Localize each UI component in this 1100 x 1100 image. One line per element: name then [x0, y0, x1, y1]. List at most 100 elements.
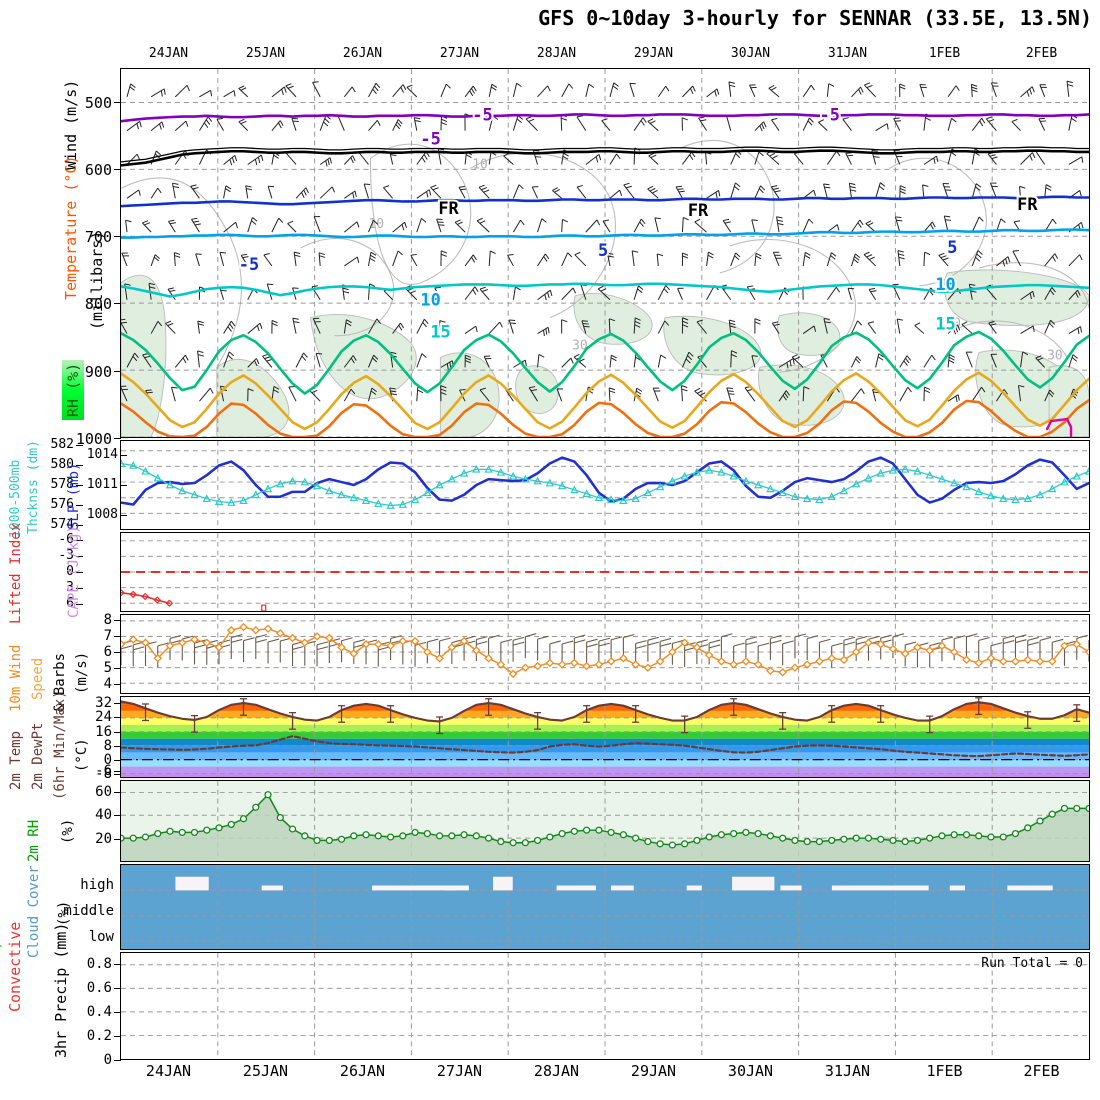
svg-text:15: 15: [935, 314, 955, 334]
upper-air-panel[interactable]: 10 10 30 30 30 -5 -5 -5 FR FR FR -5 5 5 10 10 15 15: [120, 68, 1090, 438]
axis-tick-label: 0.6: [86, 980, 112, 996]
cape-li-panel[interactable]: [120, 532, 1090, 612]
axis-tick-label: 700: [84, 228, 112, 247]
axis-title-precip-convective: Convective: [6, 921, 24, 1012]
axis-tick-label: 5: [103, 660, 112, 676]
axis-tick: [114, 1060, 121, 1061]
axis-tick-label: 0: [103, 1052, 112, 1068]
axis-tick: [114, 652, 121, 653]
axis-tick-label: 24: [95, 709, 112, 726]
axis-tick: [76, 556, 83, 557]
svg-text:30: 30: [1047, 348, 1063, 363]
axis-tick: [114, 236, 121, 238]
axis-tick-label: 32: [95, 695, 112, 712]
svg-text:5: 5: [947, 237, 957, 257]
axis-tick-label: 6: [103, 644, 112, 660]
axis-tick: [114, 438, 121, 439]
bottom-date-label: 1FEB: [926, 1062, 963, 1080]
bottom-date-label: 27JAN: [436, 1062, 483, 1080]
svg-text:30: 30: [572, 338, 588, 353]
axis-tick: [76, 588, 83, 589]
slp-thickness-panel[interactable]: [120, 440, 1090, 530]
axis-tick-label: 576: [50, 497, 74, 512]
axis-title-precip-total: Total / Rain: [0, 893, 4, 1002]
svg-text:10: 10: [472, 157, 488, 172]
wind-speed-panel[interactable]: [120, 614, 1090, 694]
axis-tick-label: 0: [103, 752, 112, 769]
axis-title-wind-speed: Speed: [30, 657, 46, 700]
axis-tick-label: 800: [84, 295, 112, 314]
bottom-date-label: 31JAN: [824, 1062, 871, 1080]
run-total-label: Run Total = 0: [981, 956, 1083, 971]
rh-panel[interactable]: [120, 780, 1090, 862]
svg-text:-5: -5: [420, 129, 440, 149]
axis-tick-label: 1000: [75, 430, 112, 448]
svg-text:5: 5: [598, 240, 608, 260]
axis-tick-label: -8: [95, 766, 112, 783]
axis-title-rh-units: (%): [60, 818, 76, 844]
bottom-date-label: 26JAN: [339, 1062, 386, 1080]
axis-tick-label: 3: [66, 580, 74, 595]
axis-tick: [76, 445, 83, 446]
axis-tick-label: 1011: [86, 477, 118, 492]
axis-tick: [114, 745, 121, 747]
axis-tick: [76, 485, 83, 486]
axis-tick-label: 0.4: [86, 1004, 112, 1020]
top-date-label: 31JAN: [827, 46, 868, 61]
axis-tick-label: 8: [103, 737, 112, 754]
axis-tick-label: 574: [50, 517, 74, 532]
axis-tick: [76, 540, 83, 541]
top-date-label: 25JAN: [245, 46, 286, 61]
axis-tick-label: 4: [103, 676, 112, 692]
axis-tick-label: 60: [95, 783, 112, 800]
axis-tick: [114, 815, 121, 817]
svg-text:10: 10: [368, 217, 384, 232]
axis-title-2m-temp: 2m Temp: [8, 730, 24, 790]
axis-tick: [114, 770, 121, 772]
axis-title-temperature: Temperature (°C): [62, 155, 80, 301]
axis-tick-label: 500: [84, 93, 112, 112]
axis-tick: [114, 988, 121, 989]
axis-tick-label: 580: [50, 457, 74, 472]
page-title: GFS 0~10day 3-hourly for SENNAR (33.5E, …: [538, 6, 1092, 30]
temp-dewpoint-panel[interactable]: [120, 696, 1090, 778]
axis-tick-label: -6: [58, 532, 74, 547]
bottom-date-label: 30JAN: [727, 1062, 774, 1080]
svg-text:-5: -5: [820, 105, 840, 125]
axis-tick: [114, 370, 121, 372]
axis-tick-label: 582: [50, 437, 74, 452]
top-date-label: 27JAN: [439, 46, 480, 61]
svg-text:FR: FR: [438, 198, 459, 218]
svg-text:FR: FR: [1017, 194, 1038, 214]
axis-tick: [114, 760, 121, 762]
axis-tick: [114, 717, 121, 719]
axis-tick: [76, 525, 83, 526]
axis-tick: [114, 964, 121, 965]
axis-tick: [114, 636, 121, 637]
bottom-date-label: 24JAN: [145, 1062, 192, 1080]
axis-title-wind-units: (m/s): [74, 651, 90, 694]
top-date-label: 29JAN: [633, 46, 674, 61]
axis-tick: [114, 703, 121, 705]
bottom-date-label: 25JAN: [242, 1062, 289, 1080]
cloud-row-label-high: high: [80, 877, 114, 893]
cloud-row-label-middle: middle: [63, 903, 114, 919]
axis-tick-label: 7: [103, 628, 112, 644]
axis-title-lifted-index: Lifted Index: [8, 522, 24, 624]
axis-tick: [114, 838, 121, 840]
cloud-cover-panel[interactable]: [120, 864, 1090, 950]
axis-tick-label: 1008: [86, 507, 118, 522]
axis-tick-label: 1014: [86, 447, 118, 462]
axis-tick-label: 900: [84, 362, 112, 381]
axis-tick: [114, 731, 121, 733]
svg-text:15: 15: [430, 322, 450, 342]
axis-tick-label: 20: [95, 830, 112, 847]
axis-tick-label: 6: [66, 596, 74, 611]
axis-title-temp-units: (°C): [74, 738, 90, 772]
svg-text:FR: FR: [688, 200, 709, 220]
axis-tick: [114, 620, 121, 621]
precip-panel[interactable]: Run Total = 0: [120, 952, 1090, 1060]
axis-title-rh: RH (%): [62, 359, 84, 420]
axis-title-10m-wind: 10m Wind: [8, 644, 24, 712]
axis-tick: [114, 168, 121, 170]
